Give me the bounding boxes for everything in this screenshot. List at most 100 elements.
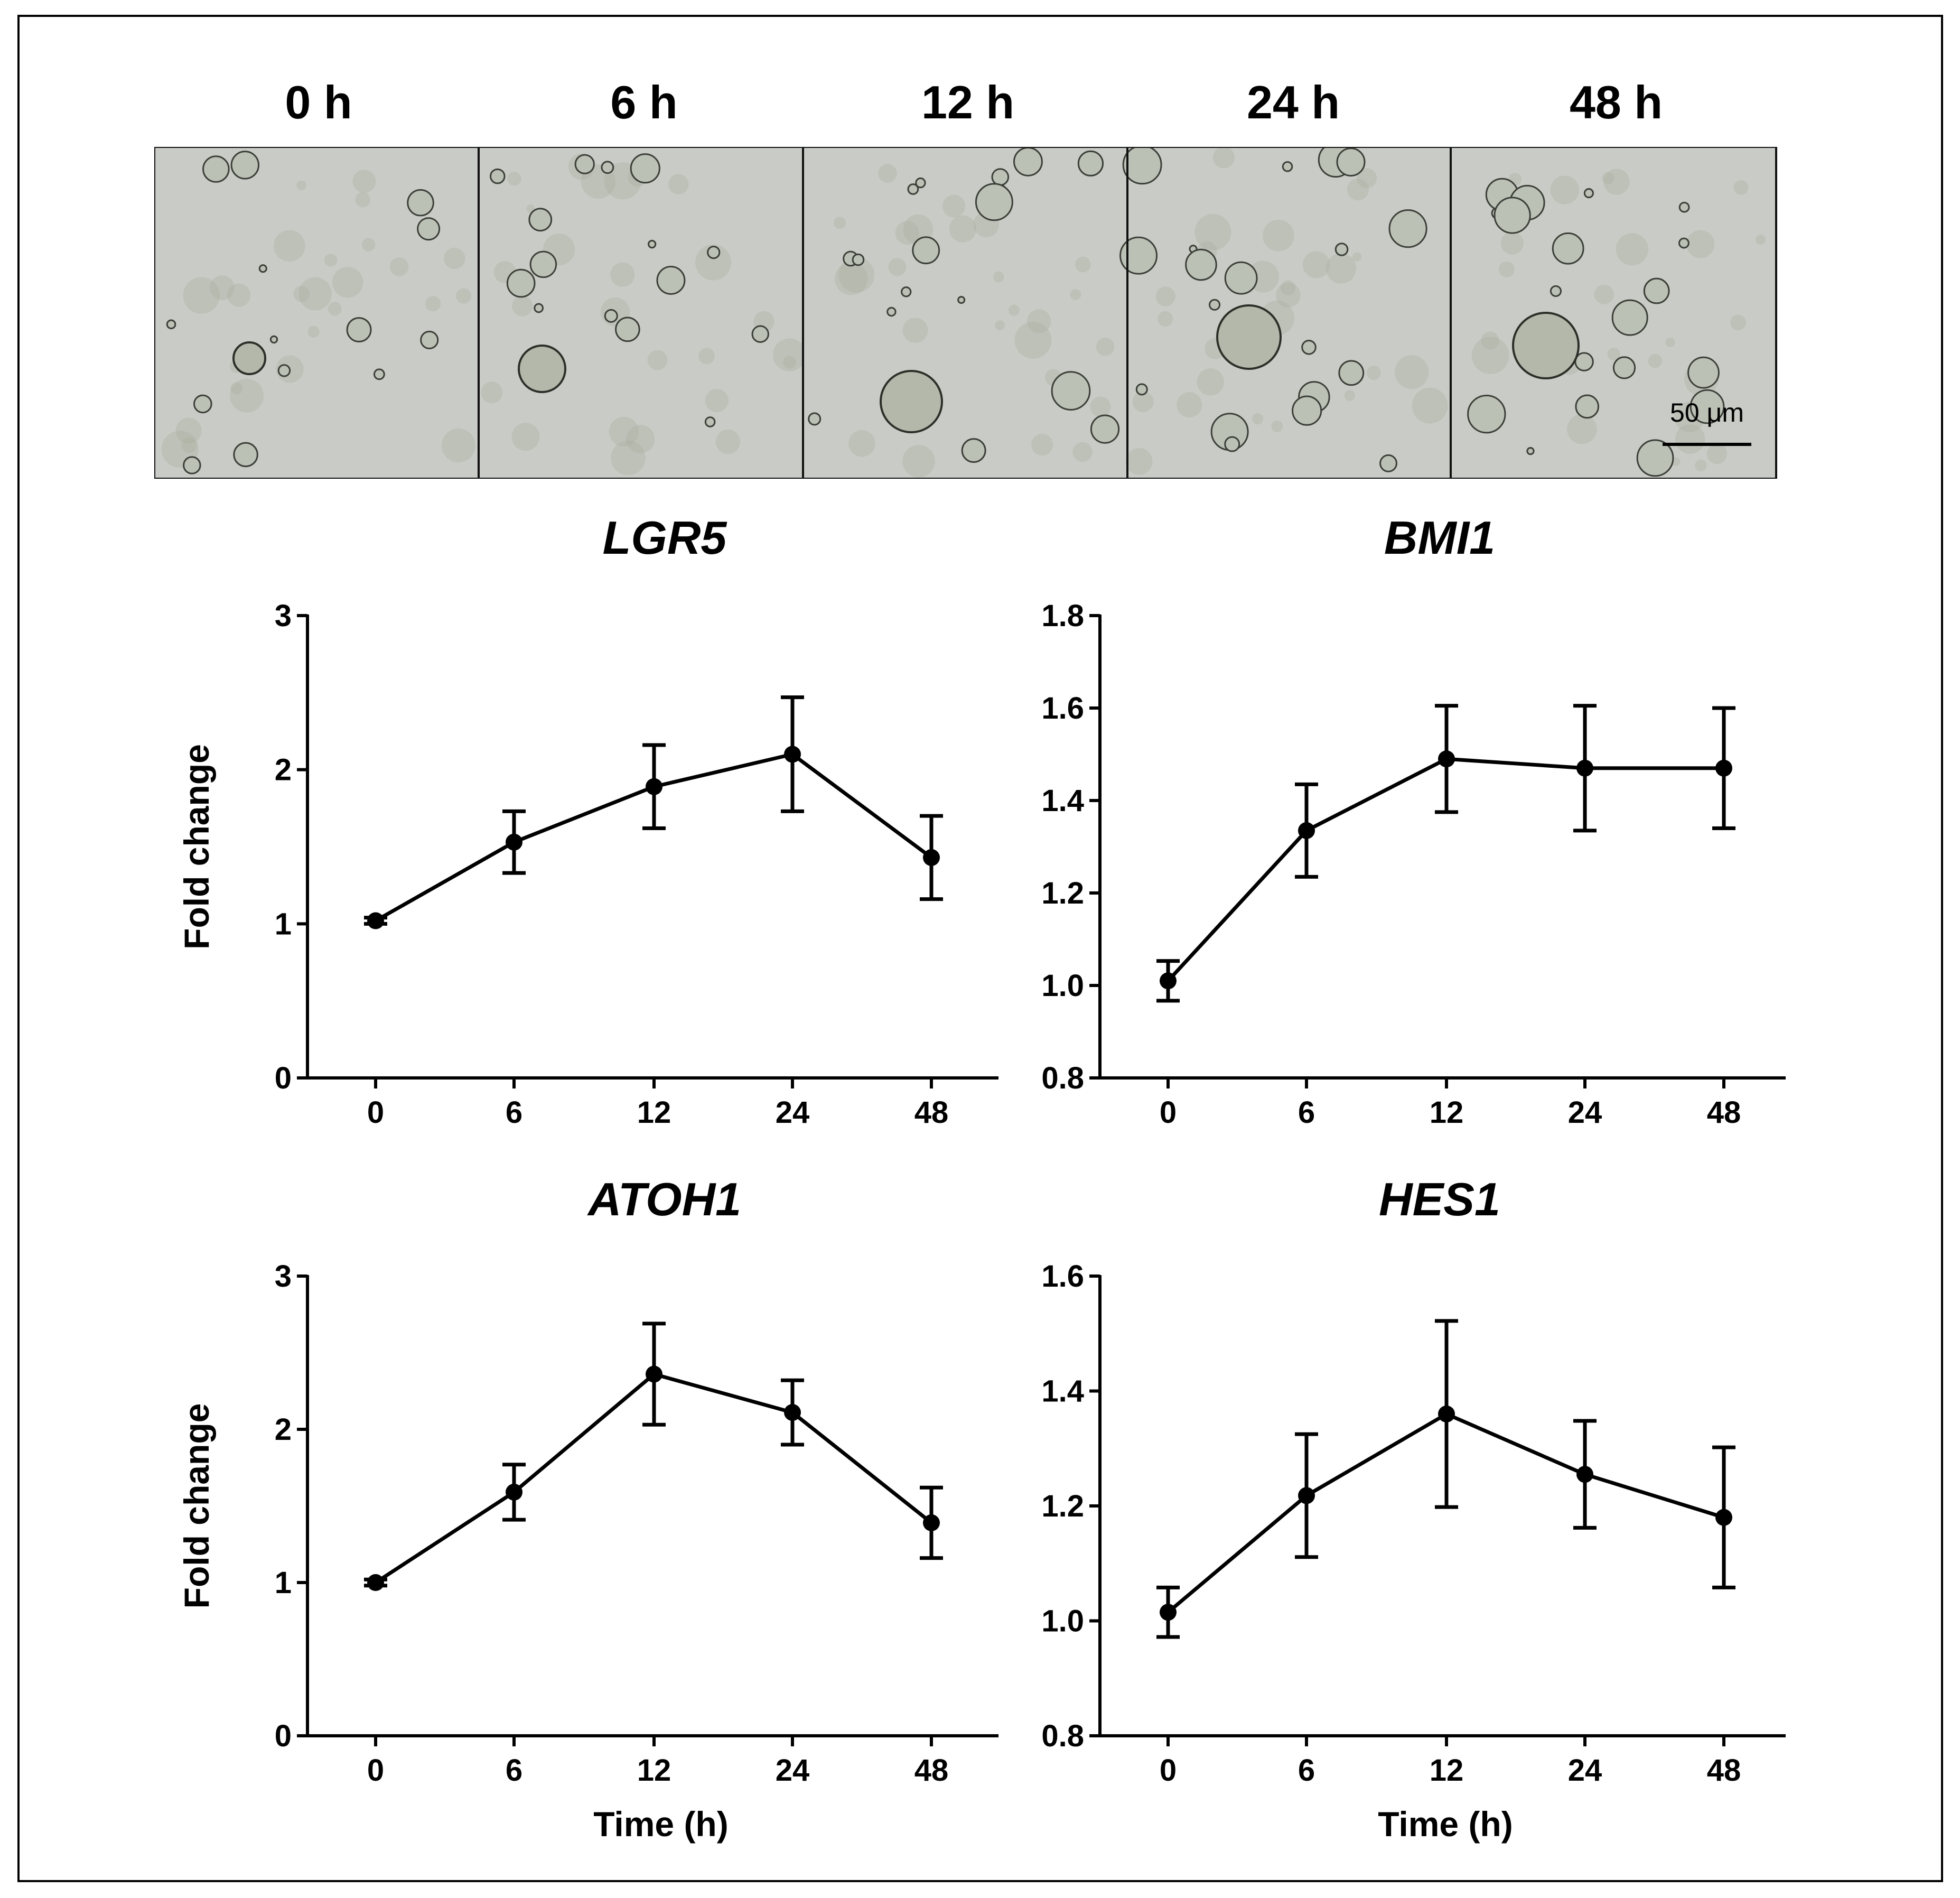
micrograph-blur — [328, 302, 342, 316]
chart-title: BMI1 — [1384, 511, 1495, 564]
organoid — [534, 303, 544, 313]
micrograph-blur — [511, 423, 540, 451]
organoid — [1583, 188, 1594, 199]
data-point — [367, 1574, 384, 1591]
micrograph-blur — [175, 417, 202, 444]
organoid — [1611, 299, 1648, 336]
organoid — [975, 183, 1013, 221]
organoid — [230, 151, 260, 180]
micrograph-blur — [230, 382, 243, 395]
micrograph-blur — [1252, 413, 1264, 425]
micrograph-blur — [1271, 421, 1283, 433]
micrograph-panel-1 — [478, 147, 806, 479]
micrograph-blur — [705, 389, 729, 413]
organoid — [1678, 237, 1690, 249]
micrograph-blur — [838, 257, 875, 293]
organoid — [528, 208, 553, 232]
micrograph-blur — [1194, 213, 1231, 250]
organoid — [707, 245, 721, 259]
organoid — [193, 394, 212, 414]
organoid — [1292, 395, 1322, 426]
micrograph-blur — [1070, 289, 1081, 300]
organoid-large — [232, 341, 266, 375]
organoid — [604, 309, 618, 323]
micrograph-blur — [1394, 355, 1429, 389]
micrograph-border — [1450, 147, 1777, 479]
micrograph-blur — [1347, 179, 1369, 201]
x-tick-label: 48 — [914, 1753, 949, 1788]
micrograph-blur — [611, 440, 646, 476]
y-tick-label: 1.6 — [1041, 1259, 1084, 1294]
organoid — [346, 317, 372, 343]
micrograph-blur — [647, 350, 668, 370]
micrograph-blur — [715, 429, 741, 454]
organoid — [915, 177, 926, 189]
organoid — [420, 330, 439, 349]
micrograph-blur — [481, 382, 503, 404]
x-tick-label: 6 — [506, 1753, 522, 1788]
x-tick-label: 24 — [1568, 1095, 1602, 1130]
time-label-12h: 12 h — [921, 76, 1015, 128]
x-tick-label: 48 — [914, 1095, 949, 1130]
data-point — [646, 1365, 662, 1383]
micrograph-blur — [695, 244, 732, 281]
organoid — [1612, 356, 1636, 379]
micrograph-blur — [1356, 168, 1377, 189]
organoid — [407, 189, 434, 217]
chart-title: LGR5 — [603, 511, 727, 564]
organoid — [506, 268, 536, 298]
micrograph-blur — [1675, 424, 1705, 454]
micrograph-blur — [833, 217, 846, 229]
organoid — [630, 153, 660, 184]
chart-bmi1: BMI1 0.8 1.0 1.2 1.4 1.6 1.8 0 6 12 24 48 — [1041, 511, 1786, 1130]
micrograph-blur — [1498, 261, 1515, 277]
micrograph-blur — [456, 288, 472, 304]
y-tick-label: 1.2 — [1041, 1489, 1084, 1523]
scale-bar-label: 50 μm — [1670, 398, 1744, 427]
organoid — [1334, 243, 1349, 256]
micrograph-background — [803, 147, 1127, 479]
organoid — [901, 286, 912, 297]
data-point — [367, 912, 384, 929]
x-tick-label: 6 — [1298, 1753, 1315, 1788]
micrograph-blur — [1471, 337, 1509, 374]
organoid — [1552, 232, 1584, 265]
micrograph-blur — [772, 338, 806, 371]
micrograph-blur — [1031, 434, 1053, 456]
organoid — [1690, 389, 1725, 424]
organoid — [808, 412, 822, 426]
micrograph-blur — [610, 262, 635, 287]
data-point — [1298, 822, 1315, 839]
y-tick-label: 2 — [275, 1412, 292, 1447]
organoid — [704, 416, 716, 427]
y-tick-label: 1.4 — [1041, 1374, 1084, 1409]
micrograph-blur — [1665, 337, 1675, 348]
micrograph-blur — [511, 295, 533, 317]
micrograph-blur — [1755, 235, 1766, 245]
micrograph-blur — [1263, 219, 1294, 252]
organoid — [1687, 356, 1720, 389]
organoid — [601, 161, 614, 174]
micrograph-blur — [1730, 314, 1747, 331]
chart-title: HES1 — [1379, 1173, 1500, 1225]
organoid — [1678, 201, 1690, 213]
micrograph-blur — [1155, 286, 1175, 306]
x-tick-label: 0 — [367, 1095, 384, 1130]
organoid — [1388, 209, 1427, 248]
micrograph-blur — [1275, 283, 1301, 308]
x-tick-label: 0 — [367, 1753, 384, 1788]
organoid — [490, 168, 506, 184]
x-tick-label: 12 — [1430, 1095, 1464, 1130]
data-point — [784, 746, 801, 763]
micrograph-blur — [332, 266, 363, 298]
micrograph-blur — [1594, 284, 1614, 304]
organoid — [1051, 371, 1091, 411]
organoid-large — [1512, 312, 1580, 379]
organoid — [648, 239, 657, 249]
micrograph-blur — [507, 171, 521, 186]
organoid — [1467, 394, 1506, 434]
micrograph-blur — [888, 258, 907, 276]
organoid — [1090, 414, 1120, 444]
organoid — [1208, 299, 1221, 311]
